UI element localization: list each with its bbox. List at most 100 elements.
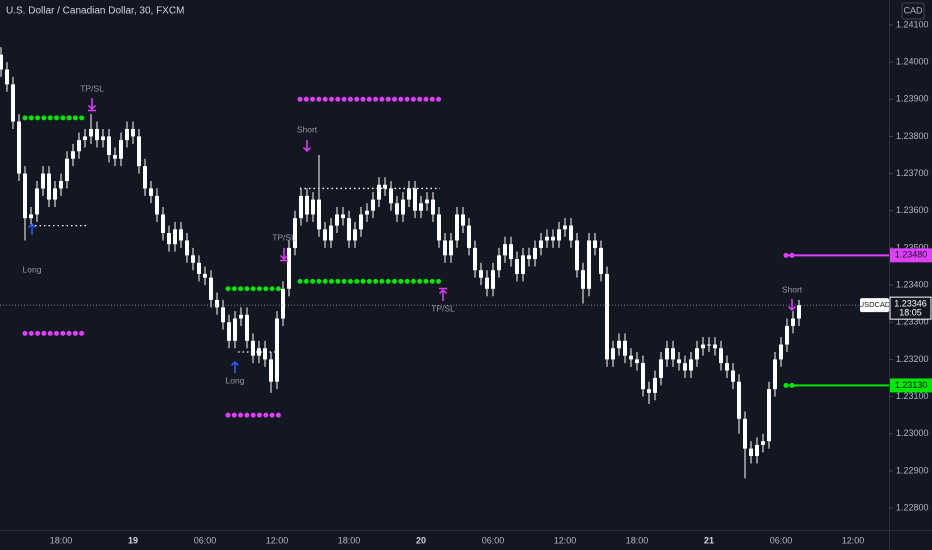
candle-body xyxy=(227,322,231,341)
chart-title: U.S. Dollar / Canadian Dollar, 30, FXCM xyxy=(6,6,184,17)
candle-body xyxy=(23,173,27,219)
candle-body xyxy=(203,273,207,278)
x-tick-label: 06:00 xyxy=(194,535,217,545)
candle-body xyxy=(767,389,771,442)
countdown-label: 18:05 xyxy=(899,308,922,318)
candle-body xyxy=(161,214,165,234)
candle-body xyxy=(659,359,663,378)
candle-body xyxy=(695,348,699,360)
candle-body xyxy=(641,363,645,390)
candle-body xyxy=(461,214,465,226)
y-tick-label: 1.23800 xyxy=(896,131,929,141)
candle-body xyxy=(59,181,63,189)
y-tick-label: 1.22900 xyxy=(896,465,929,475)
candle-body xyxy=(761,441,765,445)
last-price-label: 1.23346 xyxy=(894,299,927,309)
y-tick-label: 1.23500 xyxy=(896,242,929,252)
candle-body xyxy=(317,199,321,230)
candle-body xyxy=(275,318,279,382)
candle-body xyxy=(599,247,603,274)
signal-label: Short xyxy=(782,284,803,294)
candle-body xyxy=(491,270,495,289)
candle-body xyxy=(515,259,519,274)
candle-body xyxy=(65,158,69,182)
last-price-box xyxy=(889,296,932,320)
price-line-dot xyxy=(789,252,795,258)
candle-body xyxy=(383,184,387,189)
candle-body xyxy=(701,344,705,349)
candle-body xyxy=(149,188,153,196)
candle-body xyxy=(311,199,315,215)
candle-body xyxy=(167,233,171,245)
candle-body xyxy=(455,214,459,241)
symbol-box xyxy=(860,298,889,313)
price-line-dot xyxy=(789,382,795,388)
candle-body xyxy=(119,140,123,159)
y-tick-label: 1.23100 xyxy=(896,391,929,401)
candle-body xyxy=(353,229,357,241)
symbol-label: USDCAD xyxy=(859,300,891,309)
candle-body xyxy=(143,166,147,189)
arrow-shaft xyxy=(279,248,289,262)
candle-body xyxy=(377,184,381,200)
candle-body xyxy=(305,195,309,215)
candle-body xyxy=(389,188,393,204)
candle-body xyxy=(5,69,9,85)
y-tick-label: 1.22800 xyxy=(896,502,929,512)
candle-body xyxy=(521,255,525,274)
candle-body xyxy=(527,255,531,260)
candle-body xyxy=(497,255,501,271)
candle-body xyxy=(173,229,177,245)
candle-body xyxy=(245,314,249,341)
candle-body xyxy=(335,214,339,226)
candle-body xyxy=(53,188,57,200)
candle-body xyxy=(467,225,471,248)
x-tick-label: 19 xyxy=(128,535,138,545)
candle-body xyxy=(107,136,111,155)
candle-body xyxy=(341,214,345,219)
candle-body xyxy=(371,199,375,211)
candle-body xyxy=(401,199,405,215)
candle-body xyxy=(773,359,777,390)
candle-body xyxy=(287,247,291,289)
candle-body xyxy=(269,359,273,382)
candle-body xyxy=(605,273,609,360)
candle-body xyxy=(185,240,189,256)
candle-body xyxy=(587,240,591,289)
x-tick-label: 18:00 xyxy=(50,535,73,545)
price-line-label: 1.23130 xyxy=(895,380,928,390)
candle-body xyxy=(35,188,39,215)
signal-arrow xyxy=(302,140,312,153)
candle-body xyxy=(47,173,51,200)
signal-arrow xyxy=(279,248,289,262)
candle-body xyxy=(797,305,801,319)
candle-body xyxy=(365,210,369,215)
candle-body xyxy=(545,236,549,241)
candle-body xyxy=(323,229,327,241)
candle-body xyxy=(77,140,81,152)
price-line-dot xyxy=(783,382,789,388)
candle-body xyxy=(137,136,141,167)
candle-body xyxy=(569,225,573,241)
candle-body xyxy=(653,377,657,393)
x-tick-label: 12:00 xyxy=(842,535,865,545)
signal-arrow xyxy=(787,299,797,312)
candle-body xyxy=(785,325,789,345)
y-tick-label: 1.23900 xyxy=(896,94,929,104)
candle-body xyxy=(425,199,429,204)
candle-body xyxy=(95,128,99,141)
candle-body xyxy=(563,225,567,230)
y-tick-label: 1.24000 xyxy=(896,56,929,66)
candle-body xyxy=(683,363,687,371)
candle-body xyxy=(395,203,399,215)
x-tick-label: 12:00 xyxy=(554,535,577,545)
candle-body xyxy=(551,236,555,241)
candle-body xyxy=(593,240,597,248)
candle-body xyxy=(485,277,489,289)
signal-label: Long xyxy=(226,375,245,385)
y-tick-label: 1.23000 xyxy=(896,428,929,438)
currency-box xyxy=(901,2,925,20)
candle-body xyxy=(293,218,297,248)
